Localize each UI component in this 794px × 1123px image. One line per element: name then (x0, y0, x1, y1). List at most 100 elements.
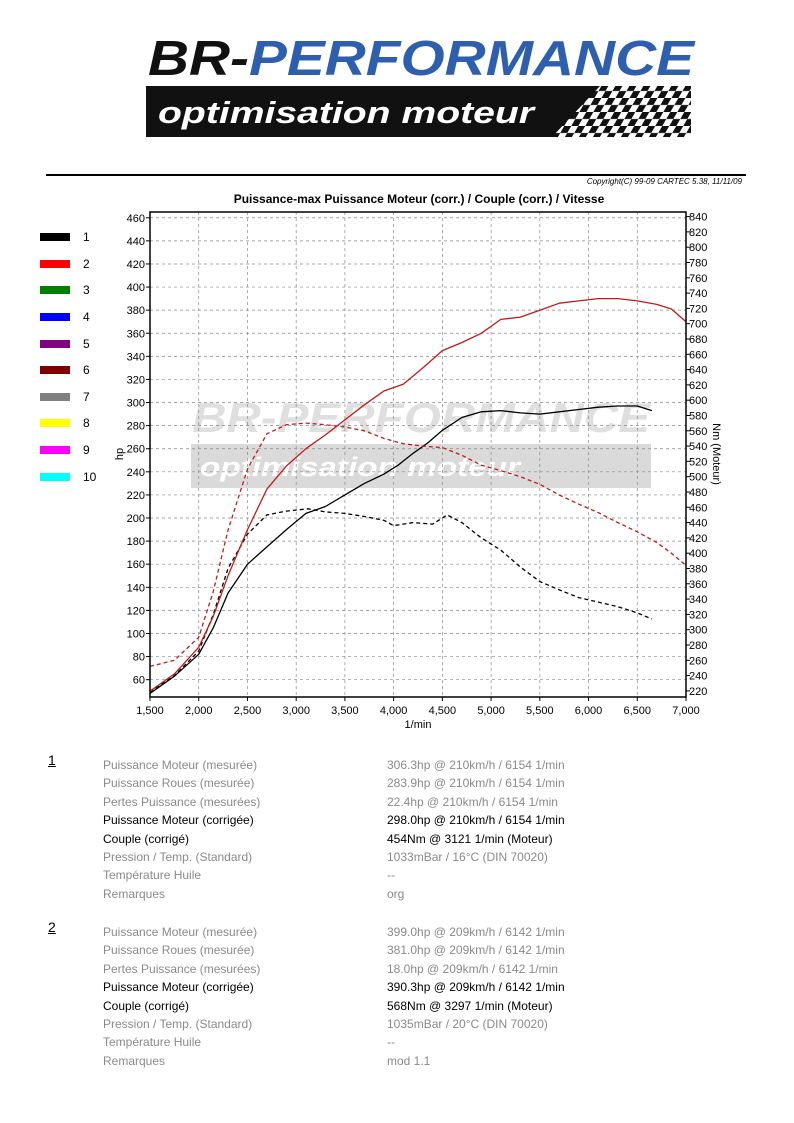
x-tick-label: 6,500 (624, 705, 652, 717)
legend-label: 4 (83, 310, 90, 325)
chart-title: Puissance-max Puissance Moteur (corr.) /… (233, 192, 605, 206)
stat-label: Pression / Temp. (Standard) (103, 1017, 253, 1031)
x-tick-label: 4,500 (429, 705, 457, 717)
y-tick-label: 420 (127, 259, 145, 271)
y-axis-left-ticks: 60 80 100 120 140 160 180 200 220 240 260 280 300 320… (127, 213, 150, 687)
chart-series (149, 297, 687, 695)
br-performance-logo: BR- PERFORMANCE optimisation moteur (146, 32, 696, 137)
y-tick-label: 200 (127, 513, 145, 525)
svg-text:optimisation moteur: optimisation moteur (200, 452, 522, 482)
stat-label: Puissance Moteur (corrigée) (103, 980, 254, 995)
y-right-tick-label: 740 (689, 288, 707, 300)
y-tick-label: 300 (127, 398, 145, 410)
stat-label: Puissance Moteur (corrigée) (103, 813, 254, 828)
stat-value: 568Nm @ 3297 1/min (Moteur) (387, 998, 553, 1013)
legend-swatch (40, 392, 70, 401)
legend-item: 6 (40, 357, 96, 384)
stat-label: Puissance Moteur (mesurée) (103, 758, 258, 772)
legend-label: 1 (83, 230, 90, 245)
stat-value: 1035mBar / 20°C (DIN 70020) (387, 1017, 548, 1031)
y-right-tick-label: 480 (689, 487, 707, 499)
stat-value: 1033mBar / 16°C (DIN 70020) (387, 850, 548, 864)
logo-subtitle: optimisation moteur (158, 95, 536, 130)
legend-swatch (40, 366, 70, 375)
y-tick-label: 60 (133, 675, 145, 687)
legend-item: 7 (40, 384, 96, 411)
x-tick-label: 7,000 (672, 705, 700, 717)
x-tick-label: 5,000 (477, 705, 505, 717)
legend-label: 2 (83, 256, 90, 271)
x-axis-ticks: 1,500 2,000 2,500 3,000 3,500 4,000 4,500 5,000… (136, 697, 700, 717)
header-rule (46, 174, 746, 176)
y-right-tick-label: 360 (689, 579, 707, 591)
y-tick-label: 440 (127, 236, 145, 248)
x-tick-label: 3,000 (282, 705, 310, 717)
y-axis-right-ticks: 220 240 260 280 300 320 340 360 380 400 420 440 460 4… (686, 212, 707, 698)
legend-label: 5 (83, 336, 90, 351)
y-right-tick-label: 800 (689, 242, 707, 254)
stat-label: Pression / Temp. (Standard) (103, 850, 253, 864)
series-2-torque-line (149, 422, 687, 668)
chart-legend: 1 2 3 4 5 6 7 8 9 10 (40, 224, 96, 490)
stat-label: Couple (corrigé) (103, 998, 190, 1013)
y-right-tick-label: 260 (689, 655, 707, 667)
legend-item: 1 (40, 224, 96, 251)
stat-value: 18.0hp @ 209km/h / 6142 1/min (387, 961, 558, 976)
legend-item: 4 (40, 304, 96, 331)
y-right-tick-label: 820 (689, 227, 707, 239)
stat-value: mod 1.1 (387, 1053, 431, 1068)
y-right-tick-label: 500 (689, 472, 707, 484)
y-right-tick-label: 320 (689, 609, 707, 621)
legend-swatch (40, 446, 70, 455)
y-tick-label: 140 (127, 582, 145, 594)
y-right-tick-label: 280 (689, 640, 707, 652)
y-tick-label: 120 (127, 605, 145, 617)
legend-item: 10 (40, 463, 96, 490)
stat-label: Puissance Roues (mesurée) (103, 776, 255, 791)
legend-swatch (40, 419, 70, 428)
legend-item: 9 (40, 437, 96, 464)
y-right-tick-label: 640 (689, 365, 707, 377)
y-tick-label: 400 (127, 282, 145, 294)
stat-label: Pertes Puissance (mesurées) (103, 794, 261, 809)
legend-swatch (40, 233, 70, 242)
stat-label: Température Huile (103, 868, 202, 883)
x-tick-label: 2,000 (185, 705, 213, 717)
y-right-tick-label: 400 (689, 548, 707, 560)
stat-label: Remarques (103, 1053, 166, 1068)
y-tick-label: 340 (127, 351, 145, 363)
y-right-tick-label: 340 (689, 594, 707, 606)
y-right-tick-label: 660 (689, 349, 707, 361)
legend-label: 6 (83, 363, 90, 378)
legend-label: 3 (83, 283, 90, 298)
y-right-tick-label: 720 (689, 303, 707, 315)
y-tick-label: 280 (127, 421, 145, 433)
y-right-tick-label: 620 (689, 380, 707, 392)
y-axis-right-label: Nm (Moteur) (710, 423, 722, 485)
y-right-tick-label: 560 (689, 426, 707, 438)
y-right-tick-label: 580 (689, 410, 707, 422)
legend-swatch (40, 313, 70, 322)
y-right-tick-label: 600 (689, 395, 707, 407)
legend-swatch (40, 339, 70, 348)
copyright-text: Copyright(C) 99-09 CARTEC 5.38, 11/11/09 (586, 177, 742, 186)
x-tick-label: 2,500 (234, 705, 262, 717)
y-tick-label: 380 (127, 305, 145, 317)
stat-label: Puissance Moteur (mesurée) (103, 925, 258, 939)
y-right-tick-label: 520 (689, 456, 707, 468)
y-tick-label: 80 (133, 652, 145, 664)
series-1-power-line (149, 405, 653, 695)
y-right-tick-label: 680 (689, 334, 707, 346)
dyno-chart: BR-PERFORMANCE optimisation moteur 60 80 1… (114, 211, 722, 731)
y-tick-label: 220 (127, 490, 145, 502)
y-right-tick-label: 540 (689, 441, 707, 453)
legend-item: 5 (40, 330, 96, 357)
legend-label: 7 (83, 389, 90, 404)
y-tick-label: 360 (127, 328, 145, 340)
y-tick-label: 240 (127, 467, 145, 479)
stat-value: 390.3hp @ 209km/h / 6142 1/min (387, 980, 565, 995)
y-tick-label: 460 (127, 213, 145, 225)
stat-value: -- (387, 1035, 395, 1050)
y-tick-label: 160 (127, 559, 145, 571)
legend-swatch (40, 259, 70, 268)
